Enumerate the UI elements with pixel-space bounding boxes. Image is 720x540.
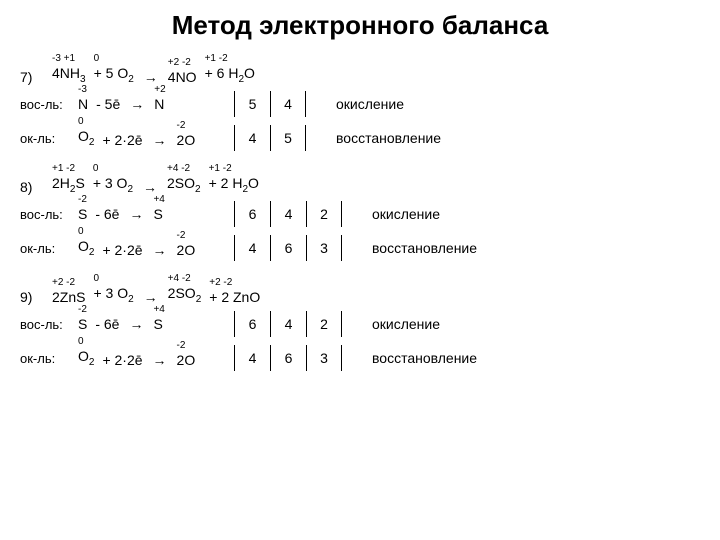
- problem-number: 9): [20, 289, 48, 305]
- process-label: восстановление: [336, 130, 441, 146]
- process-label: окисление: [336, 96, 404, 112]
- process-label: восстановление: [372, 240, 477, 256]
- problem-block: 7)-3 +14NH30+ 5 O2→+2 -24NO+1 -2+ 6 H2O в…: [20, 53, 700, 153]
- equation-line: 9)+2 -22ZnS0+ 3 O2→+4 -22SO2+2 -2+ 2 ZnO: [20, 273, 700, 305]
- balance-row: ок-ль:0O2+ 2·2ē→-22O463восстановление: [20, 233, 700, 263]
- problem-block: 9)+2 -22ZnS0+ 3 O2→+4 -22SO2+2 -2+ 2 ZnO…: [20, 273, 700, 373]
- process-label: восстановление: [372, 350, 477, 366]
- role-label: ок-ль:: [20, 131, 74, 146]
- balance-row: ок-ль:0O2+ 2·2ē→-22O45восстановление: [20, 123, 700, 153]
- role-label: ок-ль:: [20, 241, 74, 256]
- role-label: ок-ль:: [20, 351, 74, 366]
- role-label: вос-ль:: [20, 317, 74, 332]
- problems-container: 7)-3 +14NH30+ 5 O2→+2 -24NO+1 -2+ 6 H2O в…: [20, 53, 700, 373]
- problem-block: 8)+1 -22H2S0+ 3 O2→+4 -22SO2+1 -2+ 2 H2O…: [20, 163, 700, 263]
- equation-line: 8)+1 -22H2S0+ 3 O2→+4 -22SO2+1 -2+ 2 H2O: [20, 163, 700, 195]
- balance-row: вос-ль:-2S- 6ē→+4S642окисление: [20, 199, 700, 229]
- equation-line: 7)-3 +14NH30+ 5 O2→+2 -24NO+1 -2+ 6 H2O: [20, 53, 700, 85]
- balance-row: вос-ль:-3N- 5ē→+2N54окисление: [20, 89, 700, 119]
- role-label: вос-ль:: [20, 97, 74, 112]
- process-label: окисление: [372, 206, 440, 222]
- balance-row: ок-ль:0O2+ 2·2ē→-22O463восстановление: [20, 343, 700, 373]
- problem-number: 8): [20, 179, 48, 195]
- page-title: Метод электронного баланса: [20, 10, 700, 41]
- process-label: окисление: [372, 316, 440, 332]
- balance-row: вос-ль:-2S- 6ē→+4S642окисление: [20, 309, 700, 339]
- role-label: вос-ль:: [20, 207, 74, 222]
- problem-number: 7): [20, 69, 48, 85]
